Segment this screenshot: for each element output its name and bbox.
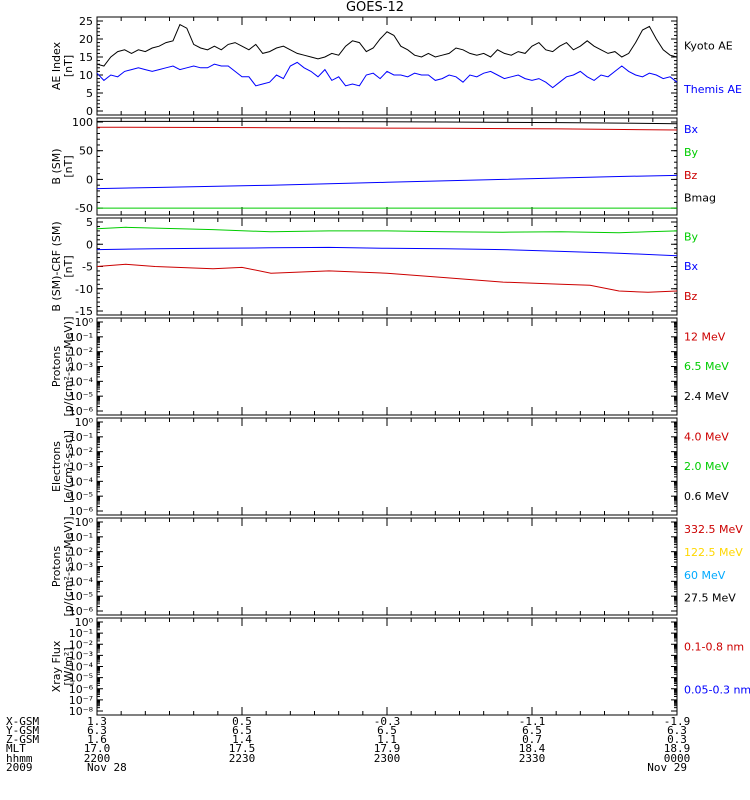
ytick-label-protons1: 10⁻² (69, 346, 93, 359)
ytick-label-protons2: 10⁻⁵ (69, 590, 93, 603)
series-line-bsm-bz (96, 126, 678, 131)
ytick-label-protons1: 10⁻³ (69, 361, 93, 374)
legend-bdiff-1: Bx (684, 260, 699, 273)
series-line-bdiff-bx (96, 246, 678, 257)
ytick-label-bsm: 0 (86, 173, 93, 186)
ylabel-protons1: Protons (50, 346, 63, 387)
panel-frame-xray (96, 617, 678, 716)
yunit-bsm: [nT] (62, 155, 75, 177)
series-line-ae-themis-ae (96, 61, 678, 89)
ytick-label-bdiff: 0 (86, 238, 93, 251)
ytick-label-electrons: 10⁻² (69, 446, 93, 459)
ylabel-xray: Xray Flux (50, 640, 63, 692)
legend-bsm-1: By (684, 146, 699, 159)
series-line-bsm-bmag (97, 120, 678, 125)
legend-xray-1: 0.05-0.3 nm (684, 683, 750, 696)
ytick-label-xray: 10⁻⁴ (69, 661, 94, 674)
ytick-label-bdiff: -10 (75, 283, 93, 296)
ytick-label-bsm: 100 (72, 116, 93, 129)
ytick-label-electrons: 10⁻⁴ (69, 475, 94, 488)
ytick-label-protons1: 10⁻⁶ (69, 405, 94, 418)
ytick-label-protons1: 10⁻⁵ (69, 390, 93, 403)
legend-protons2-3: 27.5 MeV (684, 592, 736, 605)
ytick-label-bdiff: 5 (86, 216, 93, 229)
ytick-label-xray: 10⁻¹ (69, 627, 93, 640)
yunit-bdiff: [nT] (62, 255, 75, 277)
ytick-label-ae: 15 (79, 51, 93, 64)
legend-protons2-1: 122.5 MeV (684, 546, 743, 559)
ytick-label-protons1: 10⁻¹ (69, 331, 93, 344)
yunit-ae: [nT] (62, 55, 75, 77)
ytick-label-ae: 20 (79, 33, 93, 46)
ytick-label-electrons: 10⁻⁶ (69, 505, 94, 518)
ytick-label-xray: 10⁻⁶ (69, 683, 94, 696)
ytick-label-ae: 0 (86, 105, 93, 118)
panel-frame-protons1 (96, 317, 678, 416)
legend-bdiff-2: Bz (684, 290, 698, 303)
yunit-xray: [W/m²] (62, 647, 75, 685)
legend-bdiff-0: By (684, 230, 699, 243)
ytick-label-ae: 5 (86, 87, 93, 100)
ytick-label-bdiff: -15 (75, 305, 93, 318)
legend-protons1-0: 12 MeV (684, 330, 726, 343)
ytick-label-protons2: 10⁻¹ (69, 531, 93, 544)
series-line-bsm-bx (96, 174, 678, 190)
legend-bsm-0: Bx (684, 123, 699, 136)
ytick-label-electrons: 10⁻¹ (69, 431, 93, 444)
legend-electrons-1: 2.0 MeV (684, 460, 729, 473)
series-line-bdiff-bz (96, 263, 678, 293)
legend-ae-1: Themis AE (683, 83, 742, 96)
yunit-protons1: [p/(cm²-s-sr-MeV)] (62, 317, 75, 417)
ytick-label-xray: 10⁻⁷ (69, 694, 93, 707)
panel-frame-protons2 (96, 517, 678, 616)
ytick-label-protons2: 10⁻³ (69, 561, 93, 574)
ytick-label-protons1: 10⁰ (75, 316, 94, 329)
ylabel-bdiff: B (SM)-CRF (SM) (50, 221, 63, 311)
legend-protons1-1: 6.5 MeV (684, 360, 729, 373)
ytick-label-xray: 10⁻² (69, 638, 93, 651)
ylabel-bsm: B (SM) (50, 148, 63, 184)
series-line-ae-kyoto-ae (96, 23, 678, 67)
legend-protons2-0: 332.5 MeV (684, 523, 743, 536)
ylabel-protons2: Protons (50, 546, 63, 587)
yunit-protons2: [p/(cm²-s-sr-MeV)] (62, 517, 75, 617)
legend-protons1-2: 2.4 MeV (684, 390, 729, 403)
ytick-label-protons2: 10⁰ (75, 516, 94, 529)
legend-xray-0: 0.1-0.8 nm (684, 640, 744, 653)
ytick-label-xray: 10⁰ (75, 616, 94, 629)
ytick-label-bsm: 50 (79, 145, 93, 158)
legend-electrons-0: 4.0 MeV (684, 430, 729, 443)
ytick-label-electrons: 10⁰ (75, 416, 94, 429)
series-line-bdiff-by (96, 226, 678, 234)
panel-frame-bsm (96, 117, 678, 216)
ytick-label-ae: 10 (79, 69, 93, 82)
yunit-electrons: [e/(cm²-s-sr)] (62, 430, 75, 503)
ytick-label-xray: 10⁻⁸ (69, 705, 94, 718)
ytick-label-bsm: -50 (75, 202, 93, 215)
ytick-label-protons2: 10⁻⁴ (69, 575, 94, 588)
legend-ae-0: Kyoto AE (684, 40, 733, 53)
legend-bsm-2: Bz (684, 169, 698, 182)
ylabel-electrons: Electrons (50, 441, 63, 492)
panel-frame-electrons (96, 417, 678, 516)
ytick-label-electrons: 10⁻³ (69, 461, 93, 474)
ytick-label-protons1: 10⁻⁴ (69, 375, 94, 388)
legend-electrons-2: 0.6 MeV (684, 490, 729, 503)
ytick-label-xray: 10⁻⁵ (69, 672, 93, 685)
ytick-label-protons2: 10⁻⁶ (69, 605, 94, 618)
ytick-label-bdiff: -5 (82, 261, 93, 274)
chart-title: GOES-12 (345, 0, 404, 15)
ylabel-ae: AE Index (50, 41, 63, 90)
legend-protons2-2: 60 MeV (684, 569, 726, 582)
ytick-label-protons2: 10⁻² (69, 546, 93, 559)
ytick-label-ae: 25 (79, 15, 93, 28)
ytick-label-xray: 10⁻³ (69, 649, 93, 662)
ytick-label-electrons: 10⁻⁵ (69, 490, 93, 503)
legend-bsm-3: Bmag (684, 192, 716, 205)
